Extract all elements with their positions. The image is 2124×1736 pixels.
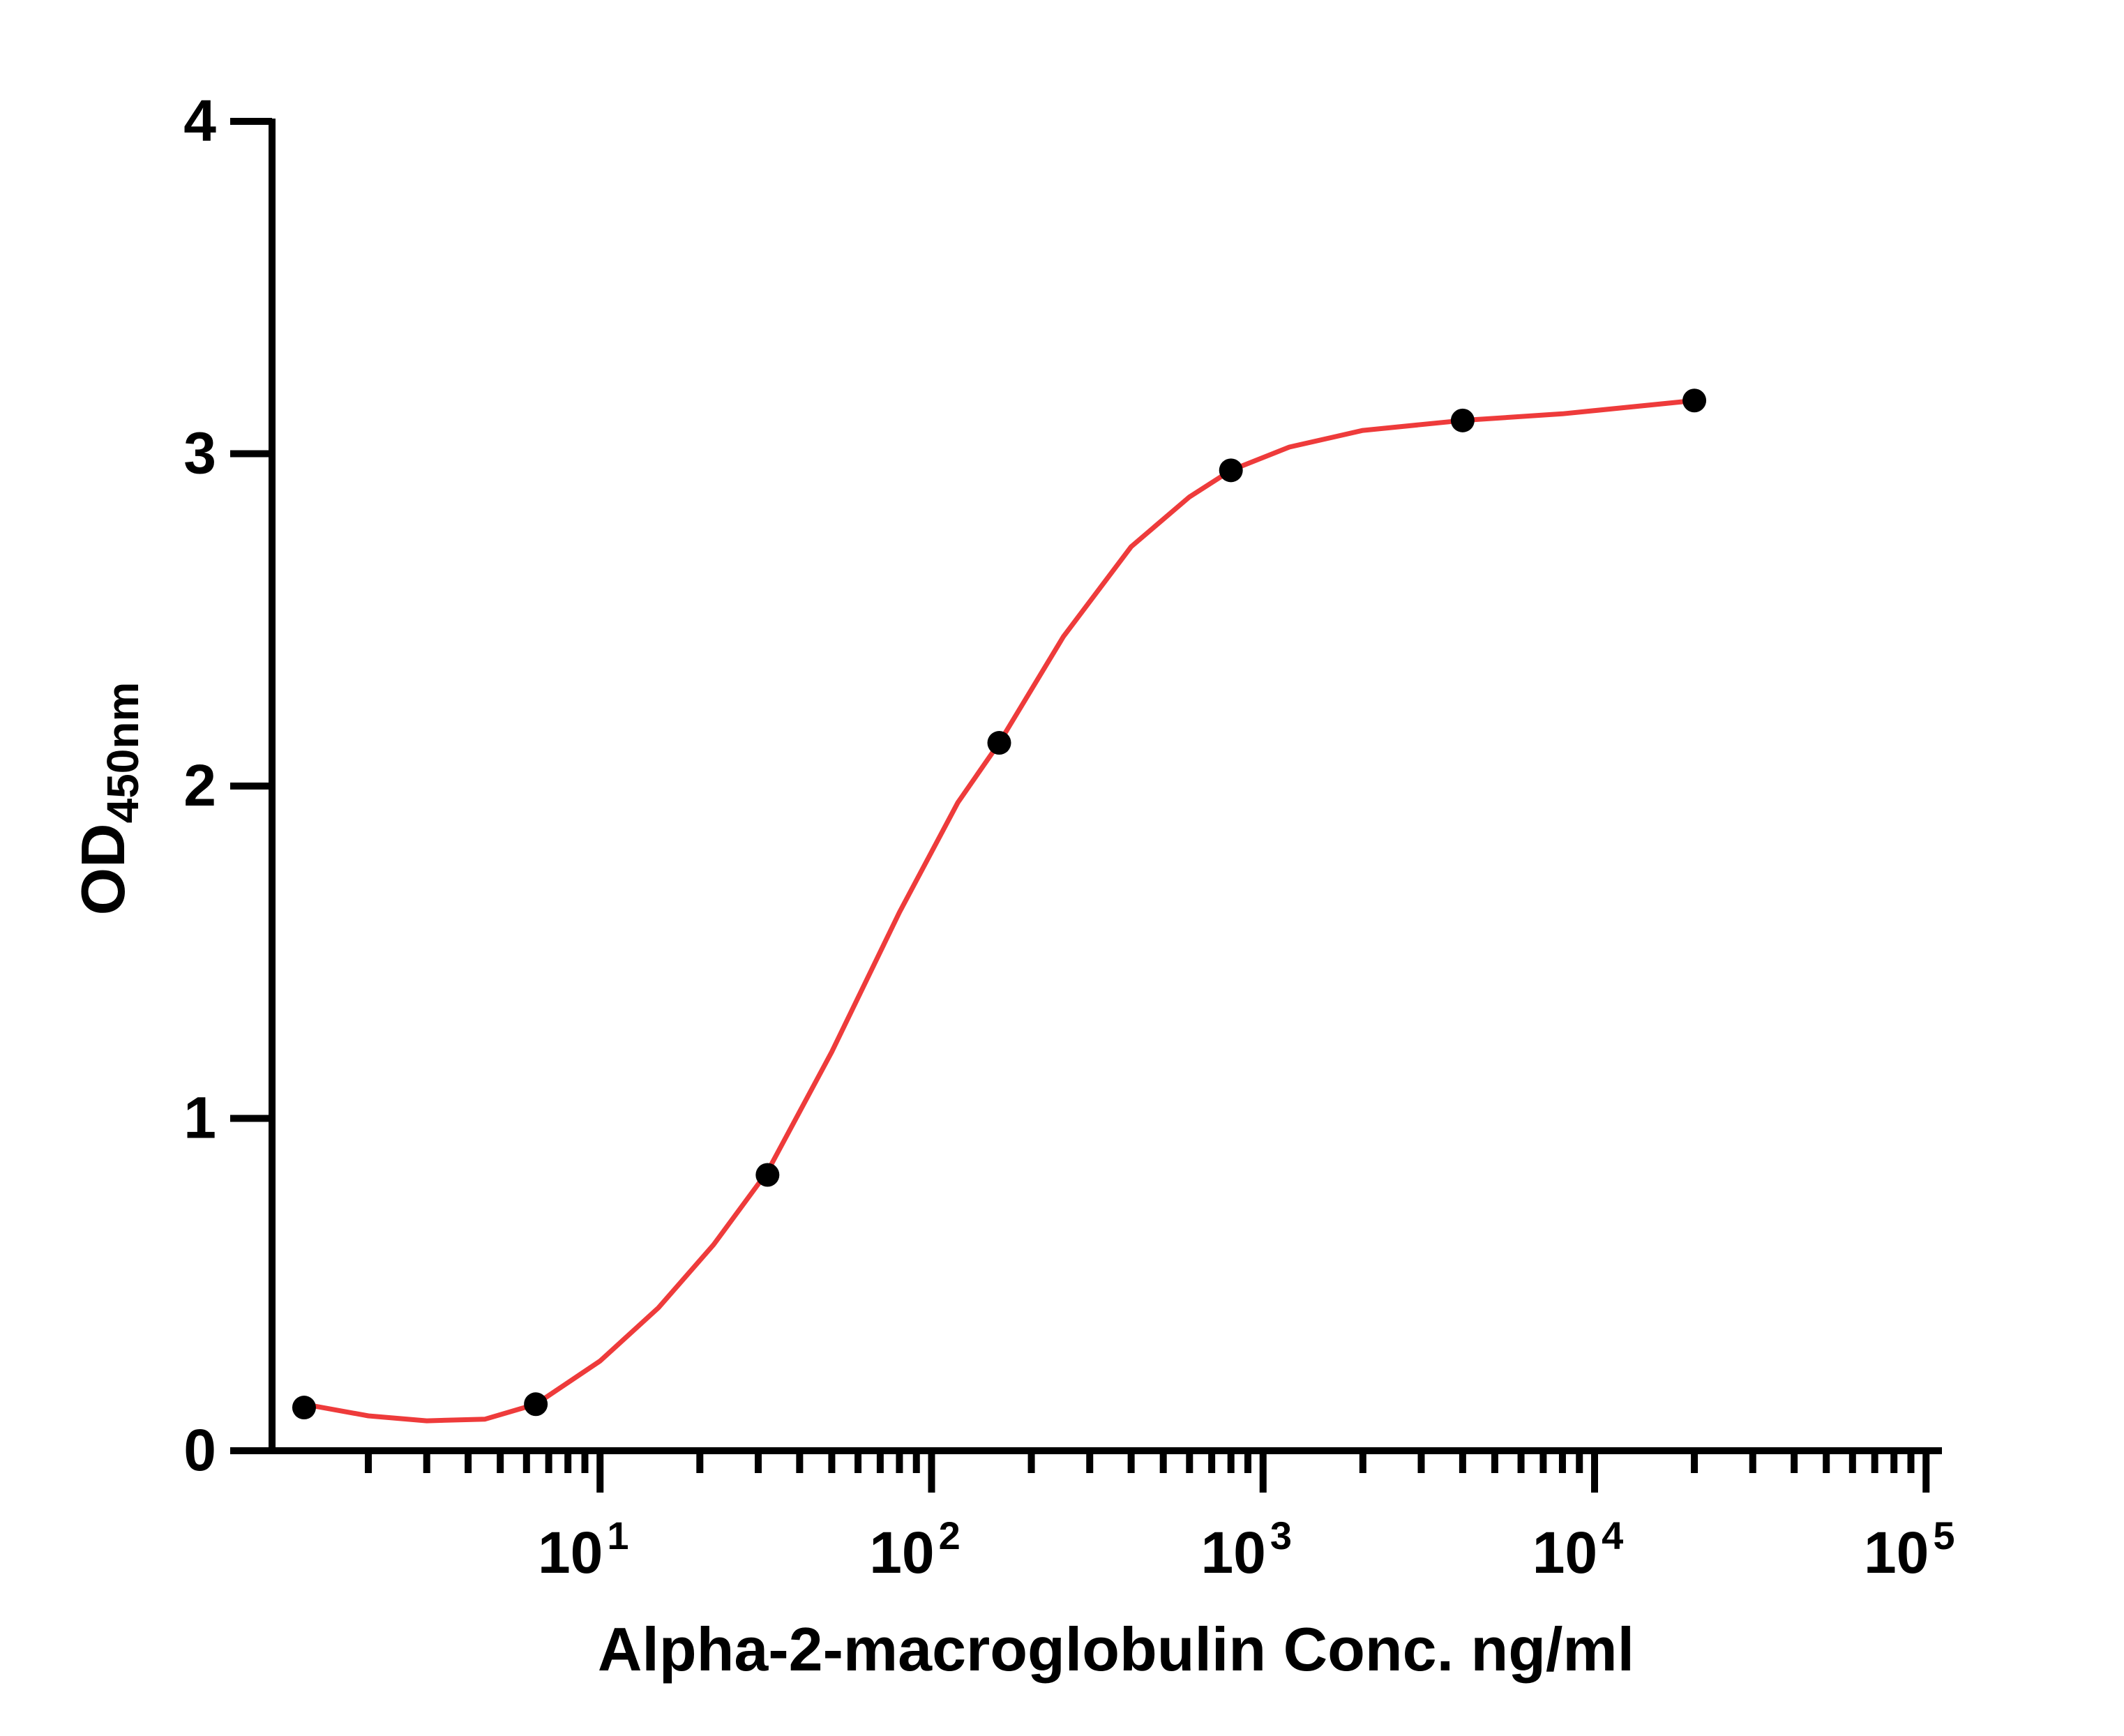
x-tick-label-exponent: 4 [1602,1514,1623,1557]
x-tick-label-base: 10 [1200,1520,1265,1585]
y-axis-label-main: OD [68,823,137,915]
x-tick-label-base: 10 [1532,1520,1597,1585]
x-tick-label: 10 4 [1532,1514,1624,1585]
x-tick-label-exponent: 5 [1933,1514,1954,1557]
data-points [292,388,1707,1420]
x-tick-label-exponent: 3 [1270,1514,1292,1557]
x-tick-label: 10 5 [1864,1514,1955,1585]
x-tick-label-base: 10 [538,1520,603,1585]
y-tick-label: 0 [183,1417,216,1483]
data-point [987,731,1011,755]
y-tick-label: 4 [183,88,216,153]
x-tick-label-base: 10 [1864,1520,1929,1585]
y-tick-label: 2 [183,753,216,818]
data-point [292,1396,316,1420]
y-axis-label-subscript: 450nm [98,682,148,824]
x-tick-label-base: 10 [869,1520,934,1585]
x-tick-label-exponent: 1 [607,1514,628,1557]
data-point [755,1163,780,1187]
fit-curve [301,398,1697,1424]
x-tick-label: 10 1 [538,1514,629,1585]
data-point [1450,408,1475,432]
y-tick-label: 1 [183,1085,216,1151]
data-point [1682,388,1707,413]
y-axis-label: OD450nm [68,682,148,916]
data-point [1219,458,1243,483]
x-axis-label: Alpha-2-macroglobulin Conc. ng/ml [598,1615,1634,1684]
x-tick-label-exponent: 2 [939,1514,961,1557]
axes [230,119,1942,1454]
data-point [524,1392,548,1417]
x-tick-label: 10 2 [869,1514,961,1585]
fit-curve-group [301,398,1697,1424]
y-tick-label: 3 [183,421,216,486]
labels: Alpha-2-macroglobulin Conc. ng/ml OD450n… [68,682,1634,1684]
x-tick-label: 10 3 [1200,1514,1292,1585]
